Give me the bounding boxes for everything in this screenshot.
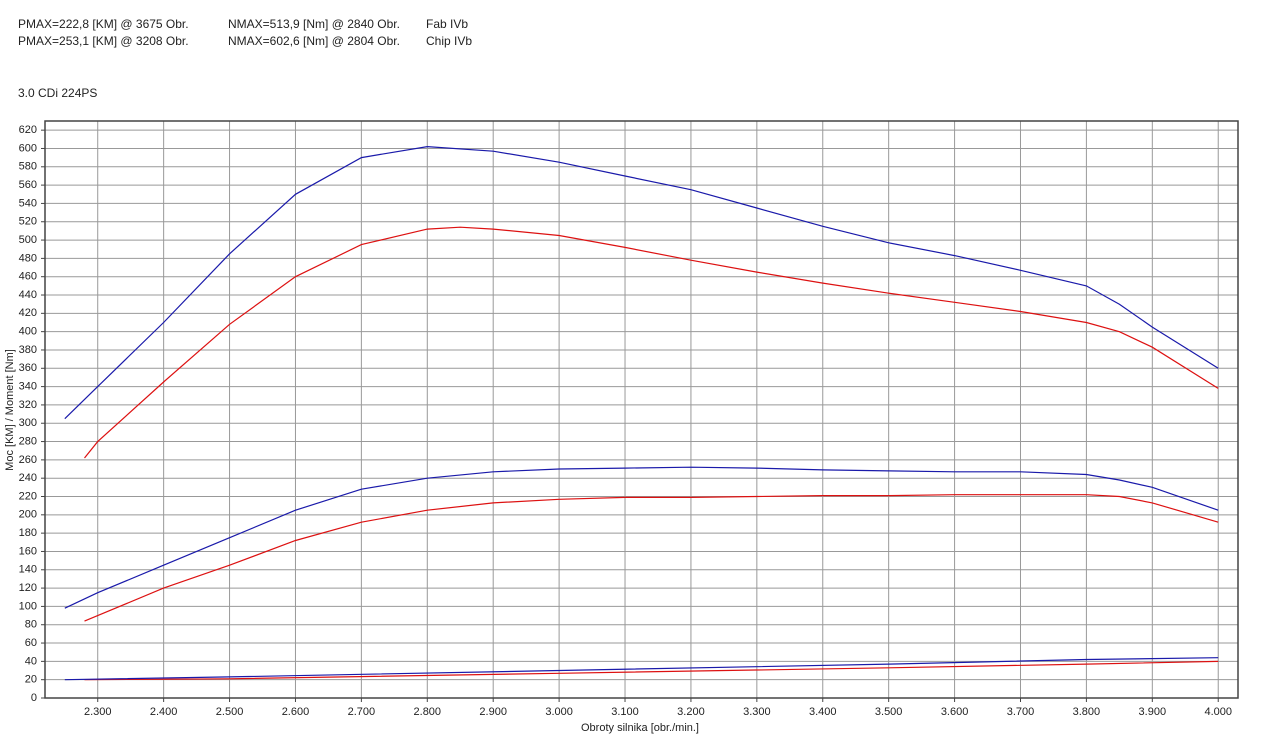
plot-area	[45, 121, 1238, 698]
y-tick-label: 120	[19, 582, 37, 594]
y-tick-label: 260	[19, 454, 37, 466]
y-tick-label: 100	[19, 600, 37, 612]
x-tick-label: 3.200	[677, 706, 705, 718]
y-tick-label: 440	[19, 289, 37, 301]
x-tick-label: 2.500	[216, 706, 244, 718]
y-tick-label: 160	[19, 545, 37, 557]
y-tick-label: 500	[19, 234, 37, 246]
x-tick-label: 3.000	[545, 706, 573, 718]
x-tick-label: 4.000	[1204, 706, 1232, 718]
y-tick-label: 560	[19, 179, 37, 191]
y-tick-label: 300	[19, 417, 37, 429]
curve	[84, 660, 1219, 681]
y-tick-label: 60	[25, 637, 37, 649]
x-axis-label: Obroty silnika [obr./min.]	[581, 722, 699, 734]
curve	[84, 494, 1219, 622]
y-axis-label: Moc [KM] / Moment [Nm]	[4, 349, 16, 471]
nmax-text: NMAX=602,6 [Nm] @ 2804 Obr.	[228, 34, 400, 48]
y-tick-label: 80	[25, 619, 37, 631]
x-tick-label: 3.700	[1007, 706, 1035, 718]
x-tick-label: 2.800	[414, 706, 442, 718]
x-tick-label: 2.600	[282, 706, 310, 718]
curve	[64, 145, 1219, 420]
curve	[64, 466, 1219, 609]
y-tick-label: 200	[19, 509, 37, 521]
y-tick-label: 240	[19, 472, 37, 484]
x-tick-label: 3.100	[611, 706, 639, 718]
y-tick-label: 0	[31, 692, 37, 704]
y-tick-label: 180	[19, 527, 37, 539]
legend-entry: Fab IVb	[426, 17, 468, 31]
legend-entry: Chip IVb	[426, 34, 472, 48]
y-tick-label: 380	[19, 344, 37, 356]
curve	[64, 657, 1219, 681]
y-tick-label: 340	[19, 381, 37, 393]
y-tick-label: 20	[25, 674, 37, 686]
y-tick-label: 420	[19, 307, 37, 319]
x-tick-label: 2.300	[84, 706, 112, 718]
y-tick-label: 320	[19, 399, 37, 411]
x-tick-label: 2.900	[479, 706, 507, 718]
pmax-text: PMAX=222,8 [KM] @ 3675 Obr.	[18, 17, 189, 31]
x-tick-label: 3.800	[1073, 706, 1101, 718]
pmax-text: PMAX=253,1 [KM] @ 3208 Obr.	[18, 34, 189, 48]
y-tick-label: 280	[19, 435, 37, 447]
x-tick-label: 3.900	[1139, 706, 1167, 718]
y-tick-label: 400	[19, 326, 37, 338]
x-tick-label: 3.600	[941, 706, 969, 718]
y-tick-label: 220	[19, 490, 37, 502]
y-tick-label: 540	[19, 197, 37, 209]
curve	[84, 226, 1219, 459]
subtitle: 3.0 CDi 224PS	[18, 86, 97, 100]
plot-border	[44, 120, 1239, 699]
x-tick-label: 3.500	[875, 706, 903, 718]
nmax-text: NMAX=513,9 [Nm] @ 2840 Obr.	[228, 17, 400, 31]
y-tick-label: 480	[19, 252, 37, 264]
y-tick-label: 520	[19, 216, 37, 228]
y-tick-label: 360	[19, 362, 37, 374]
y-tick-label: 40	[25, 655, 37, 667]
y-tick-label: 580	[19, 161, 37, 173]
y-tick-label: 620	[19, 124, 37, 136]
x-tick-label: 2.400	[150, 706, 178, 718]
y-tick-label: 600	[19, 142, 37, 154]
y-tick-label: 460	[19, 271, 37, 283]
x-tick-label: 2.700	[348, 706, 376, 718]
y-tick-label: 140	[19, 564, 37, 576]
x-tick-label: 3.300	[743, 706, 771, 718]
x-tick-label: 3.400	[809, 706, 837, 718]
